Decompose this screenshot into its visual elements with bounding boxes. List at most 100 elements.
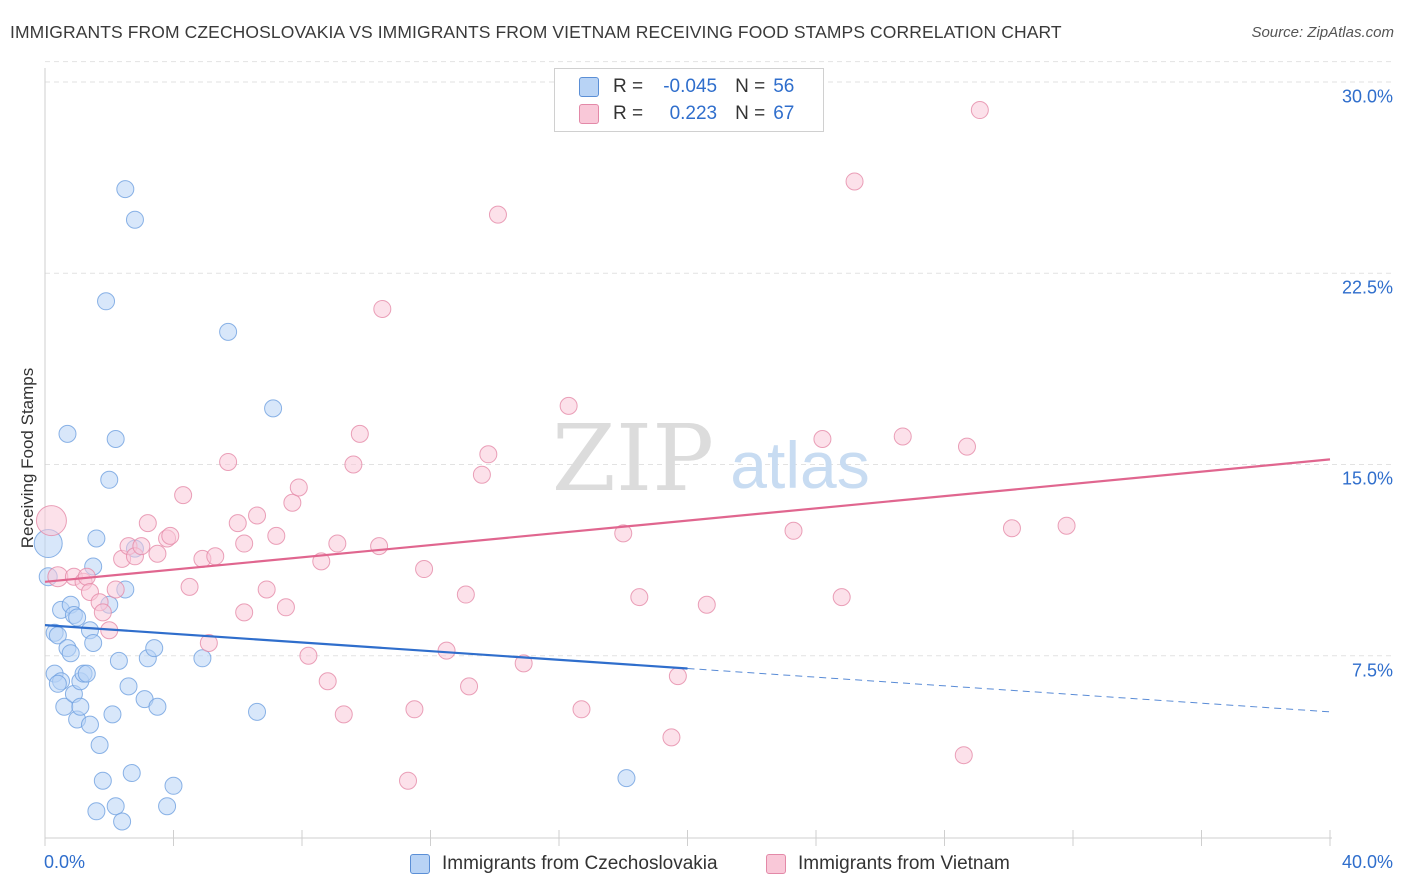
legend-item-czechoslovakia[interactable]: Immigrants from Czechoslovakia xyxy=(410,851,718,877)
r-value: 0.223 xyxy=(669,103,718,124)
series-czechoslovakia-points xyxy=(33,180,636,831)
data-point xyxy=(267,526,286,545)
data-point xyxy=(77,664,96,683)
y-tick-label: 22.5% xyxy=(1341,277,1393,298)
pink-swatch-icon xyxy=(579,104,599,124)
source-label: Source: ZipAtlas.com xyxy=(1251,24,1394,41)
data-point xyxy=(970,101,989,120)
data-point xyxy=(68,608,87,627)
chart-title: IMMIGRANTS FROM CZECHOSLOVAKIA VS IMMIGR… xyxy=(10,22,1062,42)
n-label: N = xyxy=(735,103,766,124)
legend-label: Immigrants from Czechoslovakia xyxy=(442,853,718,874)
data-point xyxy=(61,644,80,663)
data-point xyxy=(103,705,122,724)
n-label: N = xyxy=(735,76,766,97)
data-point xyxy=(174,486,193,505)
data-point xyxy=(106,430,125,448)
data-point xyxy=(405,700,424,719)
data-point xyxy=(437,641,456,660)
data-point xyxy=(289,478,308,497)
data-point xyxy=(180,577,199,596)
data-point xyxy=(93,603,112,622)
data-point xyxy=(228,514,247,533)
data-point xyxy=(318,672,337,691)
data-point xyxy=(235,534,254,553)
data-point xyxy=(80,715,99,734)
pink-swatch-icon xyxy=(766,854,786,874)
n-value: 56 xyxy=(773,76,795,97)
gridlines xyxy=(45,61,1392,657)
data-point xyxy=(109,651,128,670)
data-point xyxy=(1057,516,1076,535)
data-point xyxy=(119,677,138,696)
data-point xyxy=(572,700,591,719)
data-point xyxy=(630,588,649,607)
data-point xyxy=(415,560,434,579)
data-point xyxy=(193,649,212,668)
data-point xyxy=(832,588,851,607)
trend-line-vietnam xyxy=(44,458,1331,583)
data-point xyxy=(84,634,103,652)
data-point xyxy=(957,437,976,456)
y-tick-label: 7.5% xyxy=(1351,660,1393,681)
trend-line-czechoslovakia xyxy=(44,624,688,670)
data-point xyxy=(148,697,167,716)
data-point xyxy=(559,396,578,415)
data-point xyxy=(100,470,119,489)
data-point xyxy=(206,547,225,566)
data-point xyxy=(1002,519,1021,538)
data-point xyxy=(199,634,218,652)
data-point xyxy=(106,797,125,816)
data-point xyxy=(161,526,180,545)
n-value: 67 xyxy=(773,103,795,124)
series-vietnam-points xyxy=(35,101,1076,790)
data-point xyxy=(370,537,389,556)
data-point xyxy=(113,812,132,831)
data-point xyxy=(697,595,716,614)
data-point xyxy=(954,746,973,765)
data-point xyxy=(257,580,276,599)
data-point xyxy=(813,430,832,448)
r-value: -0.045 xyxy=(663,76,718,97)
trend-line-czechoslovakia-extrapolated xyxy=(687,668,1331,713)
data-point xyxy=(71,697,90,716)
y-tick-label: 15.0% xyxy=(1341,468,1393,489)
data-point xyxy=(219,452,238,471)
data-point xyxy=(845,172,864,191)
legend-label: Immigrants from Vietnam xyxy=(798,853,1010,874)
data-point xyxy=(116,180,135,199)
data-point xyxy=(145,639,164,658)
watermark-zip: ZIP xyxy=(552,405,714,512)
watermark-atlas: atlas xyxy=(730,428,869,502)
data-point xyxy=(399,771,418,790)
data-point xyxy=(312,552,331,571)
data-point xyxy=(668,667,687,686)
data-point xyxy=(87,802,106,821)
data-point xyxy=(35,505,67,537)
legend-row-vietnam: R = 0.223 N = 67 xyxy=(579,101,794,127)
data-point xyxy=(662,728,681,747)
data-point xyxy=(334,705,353,724)
data-point xyxy=(58,424,77,443)
x-tick-label: 40.0% xyxy=(1341,852,1393,872)
data-point xyxy=(125,210,144,229)
data-point xyxy=(373,299,392,318)
data-point xyxy=(148,544,167,563)
data-point xyxy=(460,677,479,696)
data-point xyxy=(87,529,106,548)
data-point xyxy=(248,702,267,721)
y-axis-label: Receiving Food Stamps xyxy=(18,367,37,549)
data-point xyxy=(488,205,507,224)
data-point xyxy=(48,674,67,693)
blue-swatch-icon xyxy=(579,77,599,97)
data-point xyxy=(97,292,116,311)
data-point xyxy=(350,424,369,443)
data-point xyxy=(328,534,347,553)
correlation-legend: R = -0.045 N = 56 R = 0.223 N = 67 xyxy=(554,68,824,132)
data-point xyxy=(893,427,912,446)
data-point xyxy=(456,585,475,604)
data-point xyxy=(299,646,318,665)
legend-item-vietnam[interactable]: Immigrants from Vietnam xyxy=(766,851,1010,877)
data-point xyxy=(47,566,69,588)
data-point xyxy=(158,797,177,816)
